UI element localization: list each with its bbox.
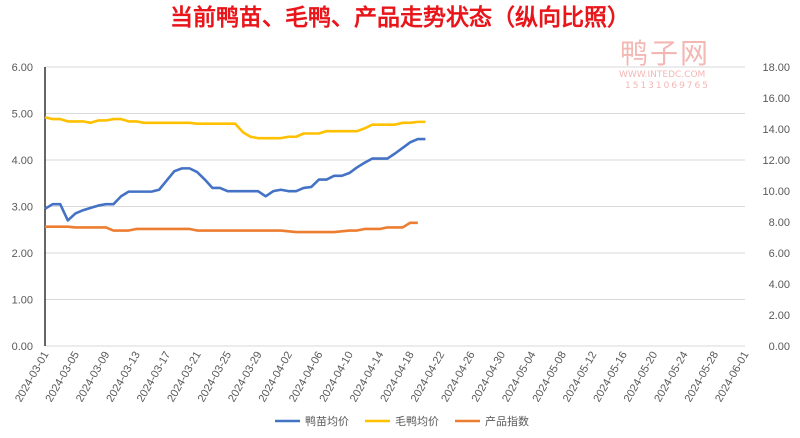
y-left-tick-label: 0.00 (12, 341, 33, 353)
y-right-tick-label: 14.00 (762, 124, 790, 136)
y-right-tick-label: 12.00 (762, 155, 790, 167)
y-right-tick-label: 6.00 (769, 248, 790, 260)
y-right-tick-label: 2.00 (769, 310, 790, 322)
watermark-name: 鸭子网 (620, 37, 711, 70)
watermark-logo: 鸭子网 WWW.INTEDC.COM 15131069765 (575, 37, 711, 92)
y-right-tick-label: 18.00 (762, 62, 790, 74)
watermark-url: WWW.INTEDC.COM (619, 70, 706, 80)
watermark-phone: 15131069765 (625, 81, 710, 91)
y-right-tick-label: 10.00 (762, 186, 790, 198)
y-right-tick-label: 4.00 (769, 279, 790, 291)
y-left-tick-label: 6.00 (12, 62, 33, 74)
legend-label: 毛鸭均价 (395, 415, 439, 428)
y-left-tick-label: 5.00 (12, 109, 33, 121)
series-line-right-产品指数 (45, 221, 418, 234)
legend-label: 产品指数 (485, 414, 529, 428)
y-right-tick-label: 16.00 (762, 93, 790, 105)
chart-title: 当前鸭苗、毛鸭、产品走势状态（纵向比照） (170, 5, 630, 31)
series-line-left-毛鸭均价 (44, 115, 426, 140)
y-left-tick-label: 3.00 (12, 202, 33, 214)
legend-label: 鸭苗均价 (305, 415, 349, 428)
y-right-tick-label: 0.00 (769, 341, 790, 353)
y-left-tick-label: 4.00 (12, 155, 33, 167)
y-right-tick-label: 8.00 (769, 217, 790, 229)
series-line-left-鸭苗均价 (44, 137, 426, 222)
y-left-tick-label: 1.00 (12, 295, 33, 307)
y-left-tick-label: 2.00 (12, 248, 33, 260)
